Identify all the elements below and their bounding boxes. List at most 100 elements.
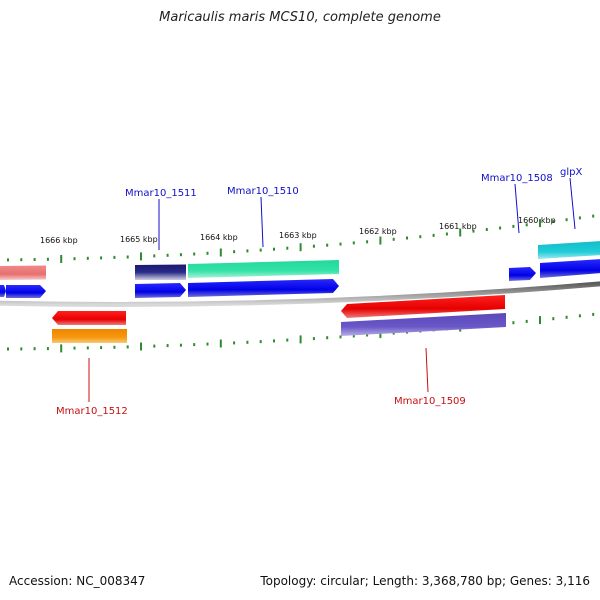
inner-row-minor-tick: [33, 347, 36, 351]
outer-row-major-tick: [219, 248, 222, 257]
scale-label-1661: 1661 kbp: [439, 222, 477, 231]
genes-label: Genes:: [509, 574, 552, 588]
outer-row-minor-tick: [592, 214, 595, 218]
gene-feature-purple-1509[interactable]: [341, 313, 506, 336]
outer-row-minor-tick: [326, 243, 329, 247]
outer-row-minor-tick: [352, 241, 355, 245]
leader-line-1510: [260, 196, 264, 248]
inner-row-minor-tick: [126, 345, 129, 349]
outer-row-minor-tick: [312, 244, 315, 248]
leader-line-glpx: [569, 177, 576, 230]
gene-label-mmar10-1508[interactable]: Mmar10_1508: [481, 173, 553, 184]
outer-row-minor-tick: [259, 248, 262, 252]
outer-row-minor-tick: [552, 219, 555, 223]
outer-row-minor-tick: [246, 249, 249, 253]
inner-row-minor-tick: [565, 315, 568, 319]
gene-feature-salmon-edge[interactable]: [0, 265, 46, 281]
topology-label: Topology:: [260, 574, 317, 588]
gene-feature-cyan-glpx[interactable]: [538, 241, 600, 259]
outer-row-minor-tick: [392, 237, 395, 241]
accession-info: Accession: NC_008347: [9, 574, 145, 588]
inner-row-minor-tick: [286, 338, 289, 342]
outer-row-minor-tick: [46, 257, 49, 261]
inner-row-minor-tick: [592, 312, 595, 316]
inner-row-minor-tick: [166, 344, 169, 348]
outer-row-minor-tick: [73, 257, 76, 261]
cds-arrow-reverse-1512[interactable]: [52, 311, 126, 325]
outer-row-minor-tick: [193, 252, 196, 256]
inner-row-minor-tick: [259, 340, 262, 344]
gene-label-mmar10-1509[interactable]: Mmar10_1509: [394, 396, 466, 407]
inner-row-minor-tick: [153, 344, 156, 348]
outer-row-minor-tick: [445, 232, 448, 236]
inner-row-major-tick: [299, 335, 302, 344]
inner-row-minor-tick: [312, 337, 315, 341]
inner-row-major-tick: [539, 316, 541, 325]
outer-row-major-tick: [379, 236, 382, 245]
outer-row-minor-tick: [472, 229, 475, 233]
accession-value: NC_008347: [76, 574, 146, 588]
inner-row-minor-tick: [525, 319, 528, 323]
cds-arrow-reverse-1509[interactable]: [341, 295, 505, 318]
inner-row-minor-tick: [193, 343, 196, 347]
gene-feature-navy-1511[interactable]: [135, 264, 186, 281]
inner-row-minor-tick: [73, 346, 76, 350]
outer-row-minor-tick: [366, 240, 369, 244]
inner-row-minor-tick: [366, 333, 369, 337]
inner-row-minor-tick: [246, 340, 249, 344]
cds-arrow-forward-1511[interactable]: [135, 283, 186, 298]
gene-label-mmar10-1512[interactable]: Mmar10_1512: [56, 406, 128, 417]
gene-label-mmar10-1511[interactable]: Mmar10_1511: [125, 188, 197, 199]
inner-row-major-tick: [140, 342, 142, 351]
outer-row-minor-tick: [419, 235, 422, 239]
scale-label-1664: 1664 kbp: [200, 233, 238, 242]
outer-row-minor-tick: [153, 254, 156, 258]
cds-arrow-forward-1510[interactable]: [188, 279, 339, 297]
scale-label-1662: 1662 kbp: [359, 227, 397, 236]
cds-arrow-forward-1508[interactable]: [509, 267, 536, 281]
inner-row-minor-tick: [113, 345, 116, 349]
outer-row-minor-tick: [166, 253, 169, 257]
leader-line-1508: [514, 183, 520, 234]
genome-summary: Topology: circular; Length: 3,368,780 bp…: [260, 574, 590, 588]
inner-row-minor-tick: [206, 342, 209, 346]
outer-tick-row: [7, 214, 595, 263]
topology-value: circular: [320, 574, 365, 588]
gene-label-glpx[interactable]: glpX: [560, 167, 582, 178]
scale-label-1665: 1665 kbp: [120, 235, 158, 244]
outer-row-minor-tick: [33, 258, 36, 261]
outer-row-minor-tick: [578, 216, 581, 220]
cds-arrow-forward-edge-left[interactable]: [0, 285, 6, 297]
inner-row-minor-tick: [100, 346, 103, 350]
gene-label-mmar10-1510[interactable]: Mmar10_1510: [227, 186, 299, 197]
outer-row-major-tick: [539, 219, 541, 228]
inner-row-minor-tick: [352, 334, 355, 338]
length-label: Length:: [372, 574, 419, 588]
gene-feature-mint-1510[interactable]: [188, 260, 339, 278]
accession-label: Accession:: [9, 574, 73, 588]
inner-row-minor-tick: [46, 347, 49, 351]
cds-arrow-forward-glpx[interactable]: [540, 259, 600, 278]
outer-row-minor-tick: [20, 258, 23, 262]
outer-row-minor-tick: [126, 255, 129, 259]
outer-row-minor-tick: [100, 256, 103, 260]
outer-row-major-tick: [140, 252, 142, 261]
outer-row-major-tick: [459, 228, 462, 237]
outer-row-major-tick: [299, 243, 302, 252]
inner-row-minor-tick: [86, 346, 89, 350]
outer-row-minor-tick: [432, 233, 435, 237]
outer-row-minor-tick: [179, 253, 182, 257]
outer-row-minor-tick: [525, 223, 528, 227]
scale-label-1663: 1663 kbp: [279, 231, 317, 240]
map-title: Maricaulis maris MCS10, complete genome: [159, 10, 441, 25]
inner-row-minor-tick: [233, 341, 236, 345]
gene-feature-orange-1512[interactable]: [52, 329, 127, 343]
inner-row-major-tick: [379, 330, 382, 339]
cds-arrow-forward-1[interactable]: [6, 285, 46, 298]
outer-row-minor-tick: [339, 242, 342, 246]
inner-row-minor-tick: [7, 347, 9, 351]
inner-row-minor-tick: [552, 317, 555, 321]
inner-row-major-tick: [60, 344, 63, 353]
outer-row-minor-tick: [406, 236, 408, 240]
